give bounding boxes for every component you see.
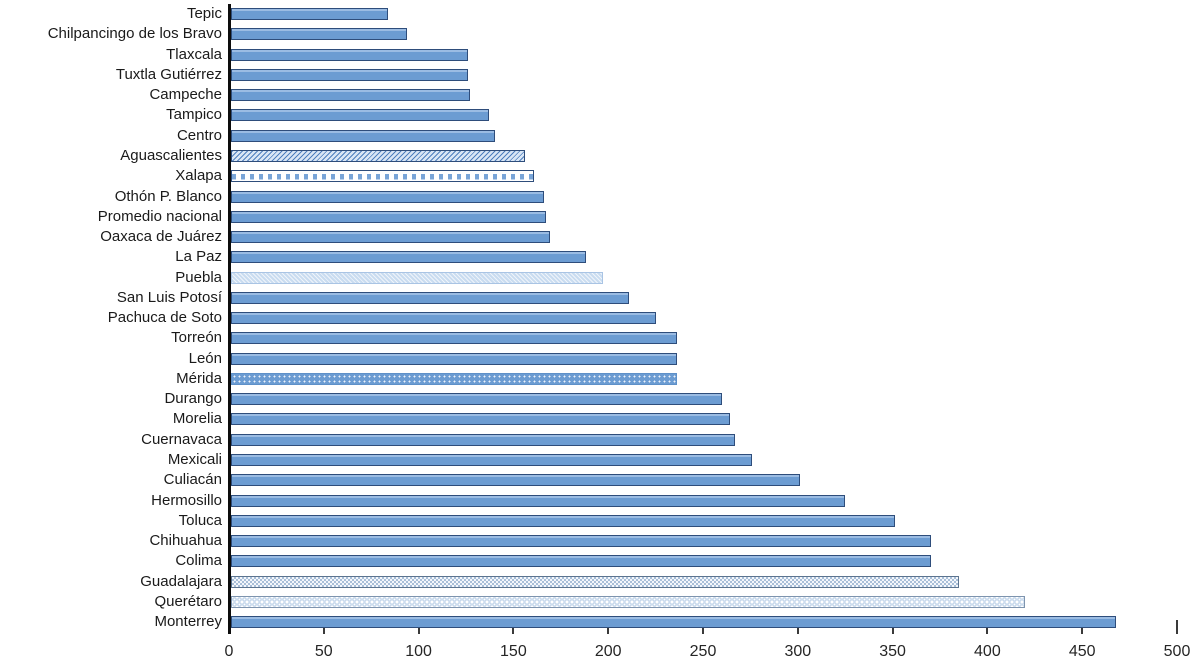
bar	[231, 555, 931, 568]
bar	[231, 109, 489, 122]
x-axis-tick	[891, 628, 894, 634]
bar	[231, 291, 629, 304]
x-axis-tick-label: 150	[500, 643, 527, 660]
x-axis-tick-label: 300	[784, 643, 812, 660]
bar	[231, 575, 959, 588]
category-label: Promedio nacional	[97, 207, 222, 225]
bar	[231, 8, 388, 21]
bar	[231, 433, 735, 446]
category-label: San Luis Potosí	[116, 288, 222, 306]
x-axis-tick-label: 50	[314, 643, 333, 660]
category-label: León	[188, 349, 222, 367]
bar	[231, 514, 895, 527]
bar	[231, 251, 586, 264]
category-label: Mérida	[176, 369, 222, 387]
category-label: Morelia	[172, 410, 222, 428]
category-label: Chihuahua	[149, 532, 222, 550]
x-axis-tick	[1081, 628, 1084, 634]
category-label: Oaxaca de Juárez	[100, 228, 222, 246]
category-label: Centro	[176, 126, 222, 144]
x-axis-tick-label: 200	[594, 643, 622, 660]
x-axis-tick-label: 100	[405, 643, 432, 660]
category-label: Torreón	[171, 329, 222, 347]
bar	[231, 210, 546, 223]
category-label: Colima	[175, 552, 222, 570]
bar	[231, 413, 730, 426]
bar	[231, 129, 495, 142]
bar	[231, 352, 677, 365]
category-label: Hermosillo	[151, 491, 222, 509]
x-axis-tick	[322, 628, 325, 634]
category-label: Monterrey	[154, 613, 222, 631]
x-axis-tick-label: 250	[689, 643, 717, 660]
x-axis-tick-label: 450	[1068, 643, 1096, 660]
bar	[231, 372, 677, 385]
bar	[231, 231, 550, 244]
bar	[231, 190, 544, 203]
bar	[231, 454, 752, 466]
category-label: Aguascalientes	[120, 147, 222, 164]
x-axis-tick	[796, 628, 799, 634]
bar	[231, 170, 534, 183]
category-label: Guadalajara	[140, 572, 222, 590]
category-label: Chilpancingo de los Bravo	[47, 25, 222, 43]
category-label: Toluca	[178, 511, 222, 529]
category-label: Querétaro	[154, 592, 222, 610]
category-label: Pachuca de Soto	[107, 309, 222, 327]
bar	[231, 595, 1025, 608]
bar	[231, 393, 722, 406]
bar	[231, 48, 468, 61]
category-label: Tampico	[166, 106, 222, 124]
x-axis-tick	[417, 628, 420, 634]
category-label: Tlaxcala	[166, 45, 222, 63]
x-axis-tick	[702, 628, 704, 634]
category-label: Tepic	[186, 5, 222, 23]
bar	[231, 68, 468, 81]
x-axis-tick	[1176, 620, 1178, 634]
category-label: La Paz	[175, 248, 222, 266]
bar	[231, 332, 677, 345]
bar	[231, 474, 800, 487]
bar	[231, 89, 470, 102]
bar	[231, 494, 845, 507]
bar	[231, 535, 931, 548]
bar	[231, 616, 1116, 629]
bar	[231, 312, 656, 325]
category-label: Campeche	[149, 86, 222, 104]
x-axis-tick-label: 0	[224, 643, 234, 660]
x-axis-tick-label: 500	[1163, 643, 1191, 660]
bar	[231, 150, 525, 162]
category-label: Cuernavaca	[141, 430, 222, 448]
category-label: Mexicali	[167, 451, 222, 468]
category-label: Durango	[164, 390, 222, 408]
bar	[231, 28, 407, 41]
bar	[231, 271, 603, 284]
x-axis-tick-label: 400	[974, 643, 1001, 660]
x-axis-tick-label: 350	[879, 643, 906, 660]
x-axis-tick	[607, 628, 610, 634]
category-label: Puebla	[175, 268, 222, 286]
y-axis-line	[228, 4, 231, 634]
category-label: Othón P. Blanco	[114, 187, 222, 205]
x-axis-tick	[986, 628, 989, 634]
category-label: Xalapa	[175, 167, 222, 185]
category-label: Tuxtla Gutiérrez	[115, 65, 222, 83]
category-label: Culiacán	[163, 471, 222, 489]
x-axis-tick	[512, 628, 515, 634]
